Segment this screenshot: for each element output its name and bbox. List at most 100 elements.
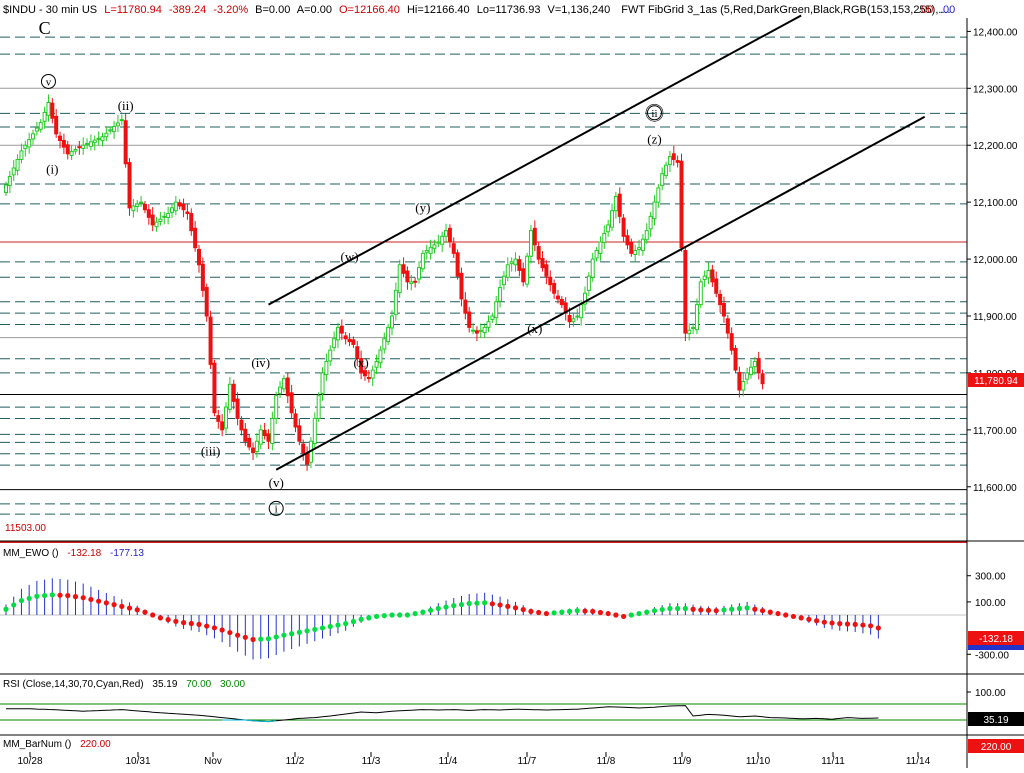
ewo-dot [204,623,210,629]
candle-body [65,144,70,155]
ewo-dot [667,605,673,612]
ewo-dot [713,608,719,614]
barnum-title-row: MM_BarNum () 220.00 [3,739,111,750]
candle-body [756,358,761,374]
wave-label-text: (w) [341,249,359,264]
ewo-last-tag [968,631,1024,645]
candle-body [347,338,352,343]
candle-body [243,428,248,442]
ewo-dot [404,612,411,618]
time-tick-label: 11/10 [746,756,771,767]
wave-label-text: (iii) [201,443,221,458]
ewo-dot [219,627,225,633]
ewo-dot [752,606,758,612]
ewo-dot [721,607,727,613]
candle-body [606,224,611,233]
candle-body [127,162,132,209]
ewo-dot [736,605,743,612]
symbol-label: $INDU - 30 min US [3,4,97,16]
candle-body [447,227,452,243]
candle-body [393,289,398,315]
candle-body [193,227,198,249]
ewo-dot [605,610,611,617]
ewo-dot [103,600,109,606]
candle-body [648,215,653,230]
candle-body [216,415,221,422]
candle-body [467,311,472,328]
ewo-dot [543,610,550,617]
price-tick-label: 12,300.00 [973,84,1018,95]
candle-body [667,156,672,166]
candle-body [621,217,626,237]
wave-label-circle [268,500,284,516]
wave-label-text: (x) [527,321,542,336]
candle-body [586,275,591,291]
ewo-dot [227,629,233,636]
wave-label-big: C [39,18,51,38]
ewo-dot [435,605,441,612]
candle-body [694,304,699,331]
change-pct-readout: -3.20% [213,4,248,16]
ewo-dot [783,612,789,618]
candle-body [355,346,360,360]
candle-body [270,417,275,445]
candle-body [509,261,514,265]
price-tick-label: 12,200.00 [973,141,1018,152]
candle-body [115,122,120,127]
ewo-dot [126,605,133,611]
rsi-oversold-segment [222,719,277,723]
candle-body [559,298,564,306]
ewo-dot [829,620,835,626]
ewo-dot [790,613,797,620]
candle-body [679,160,684,249]
ewo-dot [814,618,820,624]
ewo-dot [281,632,287,638]
ewo-dot [296,629,302,635]
wave-label-circle [646,105,662,121]
candle-body [532,227,537,246]
ewo-tick-label: 300.00 [975,572,1006,583]
candle-body [737,371,742,391]
rsi-value: 35.19 [152,679,177,690]
ewo-dot [520,606,526,613]
ewo-dot [134,607,140,613]
candle-body [420,252,425,270]
ewo-dot [18,597,25,604]
ewo-dot [844,621,851,627]
ewo-dot [157,615,163,621]
open-readout: O=12166.40 [339,4,400,16]
volume-readout: V=1,136,240 [548,4,611,16]
ewo-dot [659,606,665,613]
ewo-dot [474,600,480,606]
ewo-dot [875,625,881,631]
ewo-dot [196,621,202,627]
ewo-dot [821,619,827,625]
candle-body [150,214,155,226]
ewo-dot [150,612,156,618]
candle-body [343,335,348,340]
candle-body [305,452,310,465]
study-readout: FWT FibGrid 3_1as (5,Red,DarkGreen,Black… [621,4,950,16]
ewo-dot [319,625,326,631]
candle-body [378,349,383,364]
candle-body [413,280,418,283]
candle-body [409,281,414,285]
candle-body [625,235,630,246]
candle-body [92,139,97,143]
candle-body [61,139,66,148]
candle-body [158,218,163,223]
wave-label-text: (ii) [118,98,134,113]
bid-readout: B=0.00 [255,4,290,16]
ewo-dot [852,621,858,627]
candle-body [424,250,429,253]
candle-body [328,349,333,362]
ewo-dot [34,593,40,599]
ewo-dot [358,616,364,622]
candle-body [656,187,661,203]
candle-body [633,250,638,256]
ewo-dot [412,610,418,617]
candle-body [640,238,645,252]
ewo-dot [312,626,318,633]
